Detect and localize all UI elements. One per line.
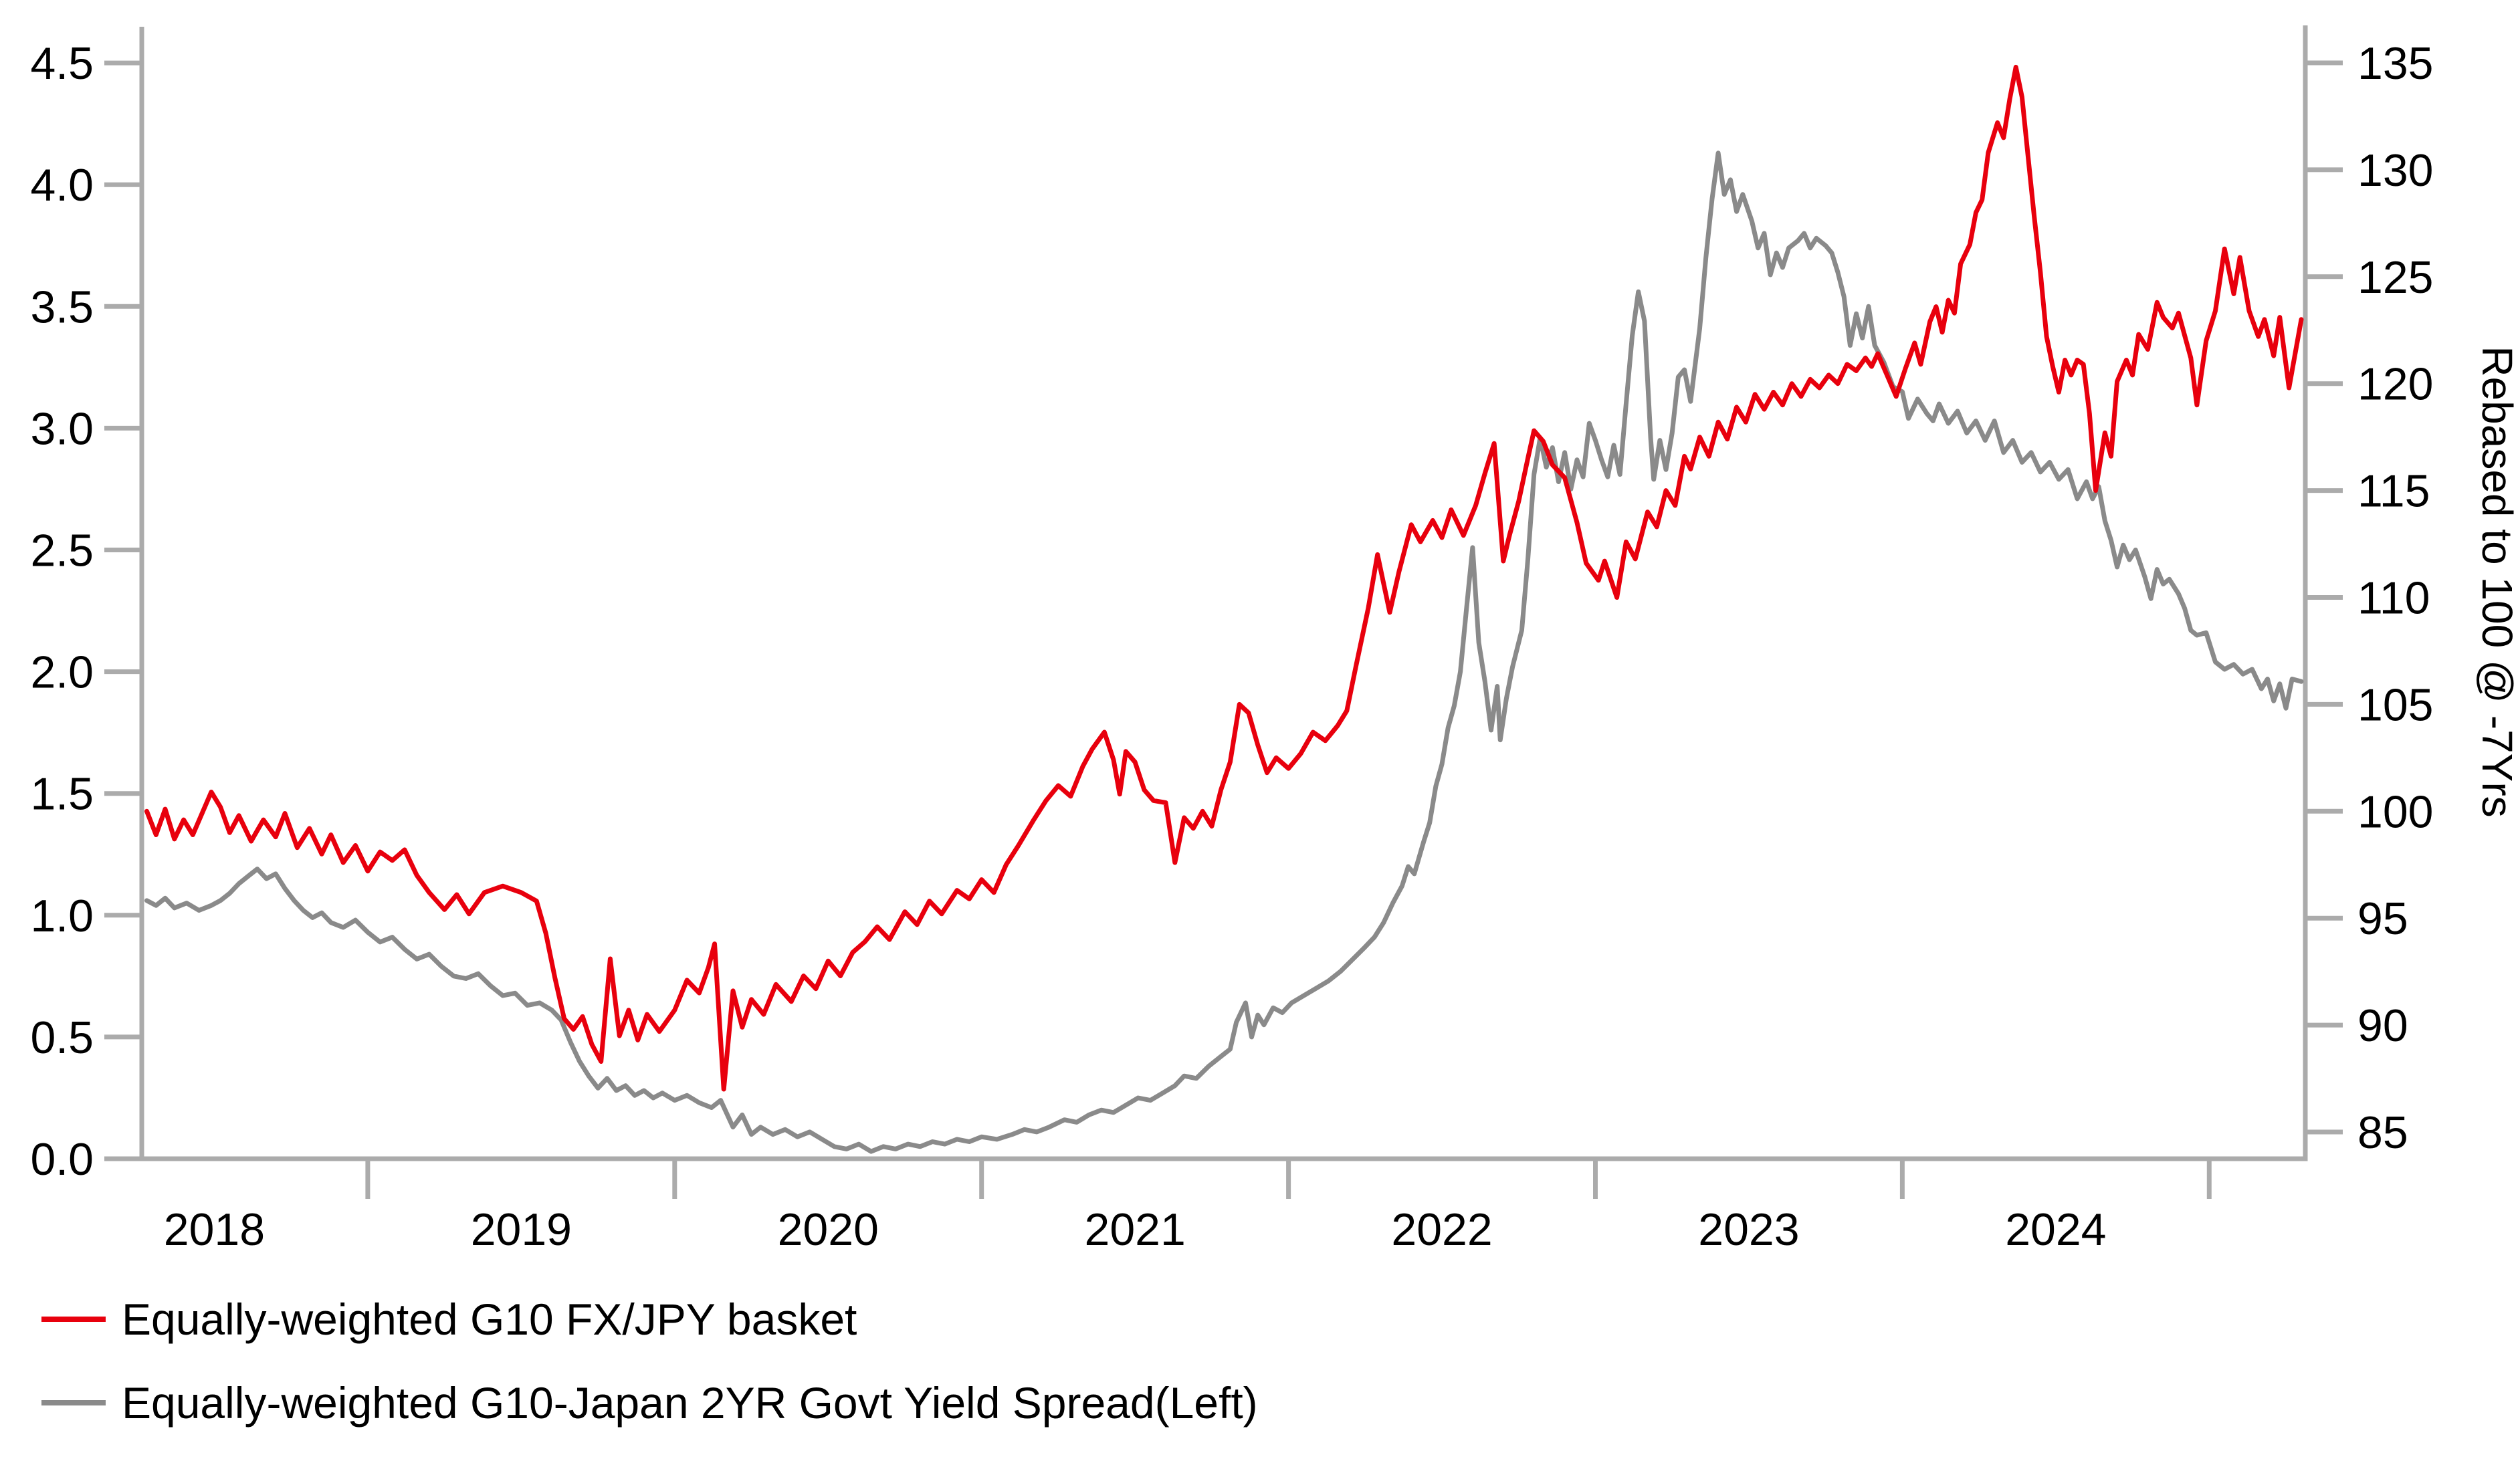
x-axis-year-label: 2019 bbox=[471, 1204, 572, 1255]
right-axis-tick-label: 115 bbox=[2357, 466, 2430, 517]
x-axis-year-label: 2021 bbox=[1085, 1204, 1186, 1255]
x-axis-year-label: 2018 bbox=[164, 1204, 265, 1255]
right-axis-tick-labels: 85 90 95 100 105 110 115 120 125 130 135 bbox=[2357, 38, 2433, 1158]
left-axis-tick-labels: 0.0 0.5 1.0 1.5 2.0 2.5 3.0 3.5 4.0 4.5 bbox=[30, 38, 94, 1185]
left-axis-tick-label: 2.5 bbox=[30, 526, 94, 576]
left-axis-tick-label: 0.0 bbox=[30, 1134, 94, 1185]
series-line-fx-basket bbox=[144, 64, 2304, 1092]
left-axis-tick-label: 4.0 bbox=[30, 160, 94, 211]
right-axis-tick-label: 130 bbox=[2357, 145, 2433, 196]
legend-item-fx-basket: Equally-weighted G10 FX/JPY basket bbox=[41, 1296, 1780, 1343]
left-axis-tick-label: 3.5 bbox=[30, 281, 94, 332]
left-axis-tick-label: 2.0 bbox=[30, 647, 94, 698]
x-axis-year-label: 2023 bbox=[1698, 1204, 1799, 1255]
right-axis-tick-label: 85 bbox=[2357, 1107, 2408, 1158]
left-axis-ticks bbox=[104, 60, 142, 1161]
x-axis-year-label: 2022 bbox=[1391, 1204, 1492, 1255]
left-axis-tick-label: 0.5 bbox=[30, 1012, 94, 1063]
right-axis-tick-label: 100 bbox=[2357, 786, 2433, 837]
right-axis-tick-label: 125 bbox=[2357, 252, 2433, 303]
right-axis-tick-label: 90 bbox=[2357, 1000, 2408, 1051]
x-axis-year-label: 2024 bbox=[2005, 1204, 2106, 1255]
legend-label: Equally-weighted G10-Japan 2YR Govt Yiel… bbox=[122, 1378, 1258, 1428]
right-axis-tick-label: 135 bbox=[2357, 38, 2433, 89]
legend-item-yield-spread: Equally-weighted G10-Japan 2YR Govt Yiel… bbox=[41, 1379, 1780, 1426]
left-axis-tick-label: 3.0 bbox=[30, 403, 94, 454]
right-axis-ticks bbox=[2305, 60, 2343, 1135]
right-axis-tick-label: 120 bbox=[2357, 359, 2433, 410]
x-axis-ticks bbox=[365, 1159, 2212, 1199]
left-axis-tick-label: 1.5 bbox=[30, 769, 94, 820]
legend-label: Equally-weighted G10 FX/JPY basket bbox=[122, 1294, 857, 1344]
right-axis-tick-label: 105 bbox=[2357, 679, 2433, 730]
right-axis-tick-label: 95 bbox=[2357, 893, 2408, 944]
legend-swatch-gray-line bbox=[41, 1400, 106, 1405]
right-axis-tick-label: 110 bbox=[2357, 573, 2430, 624]
x-axis-year-labels: 2018 2019 2020 2021 2022 2023 2024 bbox=[164, 1204, 2107, 1255]
left-axis-tick-label: 1.0 bbox=[30, 891, 94, 941]
series-line-yield-spread bbox=[144, 150, 2304, 1154]
left-axis-tick-label: 4.5 bbox=[30, 38, 94, 89]
x-axis-year-label: 2020 bbox=[778, 1204, 879, 1255]
right-axis-title: Rebased to 100 @ -7Yrs bbox=[2473, 346, 2520, 817]
legend-swatch-red-line bbox=[41, 1317, 106, 1322]
